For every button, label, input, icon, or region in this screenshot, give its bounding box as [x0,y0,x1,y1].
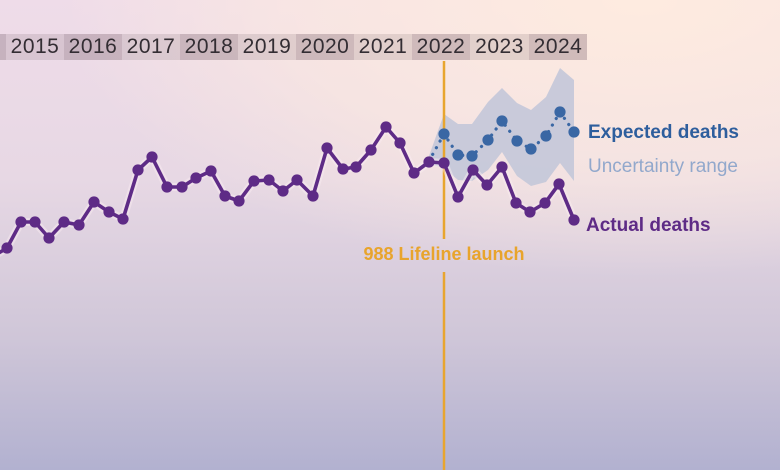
expected-deaths-point [525,143,537,155]
expected-deaths-point [568,126,580,138]
year-band-2015: 2015 [6,34,64,60]
actual-deaths-point [307,190,319,202]
expected-deaths-point [554,106,566,118]
actual-deaths-point [263,174,275,186]
actual-deaths-point [73,219,85,231]
expected-deaths-point [438,128,450,140]
actual-deaths-point [161,181,173,193]
year-band-2018: 2018 [180,34,238,60]
actual-deaths-point [190,172,202,184]
expected-deaths-point [482,134,494,146]
actual-deaths-point [394,137,406,149]
actual-deaths-point [291,174,303,186]
expected-deaths-point [540,130,552,142]
actual-deaths-point [88,196,100,208]
year-band-2024: 2024 [529,34,587,60]
actual-deaths-point [452,191,464,203]
actual-deaths-point [408,167,420,179]
year-band-2020: 2020 [296,34,354,60]
expected-deaths-point [466,150,478,162]
year-band-2021: 2021 [354,34,412,60]
actual-deaths-point [553,178,565,190]
actual-deaths-point [337,163,349,175]
legend-actual-deaths: Actual deaths [586,215,711,236]
actual-deaths-point [365,144,377,156]
actual-deaths-point [43,232,55,244]
actual-deaths-point [380,121,392,133]
actual-deaths-point [1,242,13,254]
year-band-2022: 2022 [412,34,470,60]
year-band-2019: 2019 [238,34,296,60]
expected-deaths-point [496,115,508,127]
actual-deaths-point [205,165,217,177]
actual-deaths-point [467,164,479,176]
actual-deaths-point [350,161,362,173]
actual-deaths-point [510,197,522,209]
actual-deaths-point [423,156,435,168]
actual-deaths-point [132,164,144,176]
expected-deaths-point [511,135,523,147]
actual-deaths-point [176,181,188,193]
actual-deaths-point [568,214,580,226]
actual-deaths-point [524,206,536,218]
actual-deaths-point [248,175,260,187]
actual-deaths-point [233,195,245,207]
year-band-2017: 2017 [122,34,180,60]
actual-deaths-point [117,213,129,225]
expected-deaths-point [452,149,464,161]
actual-deaths-point [539,197,551,209]
uncertainty-band [429,68,574,186]
year-band-2016: 2016 [64,34,122,60]
actual-deaths-point [146,151,158,163]
actual-deaths-point [103,206,115,218]
year-band-edge [0,34,6,60]
actual-deaths-point [438,157,450,169]
year-axis: 2015 2016 2017 2018 2019 2020 2021 2022 2023 2024 [0,34,780,60]
actual-deaths-point [219,190,231,202]
legend-uncertainty-range: Uncertainty range [588,156,738,177]
actual-deaths-point [321,142,333,154]
legend-expected-deaths: Expected deaths [588,122,739,143]
actual-deaths-point [58,216,70,228]
actual-deaths-point [277,185,289,197]
actual-deaths-point [29,216,41,228]
actual-deaths-point [481,179,493,191]
annotation-988-launch: 988 Lifeline launch [363,244,525,264]
actual-deaths-point [496,161,508,173]
actual-deaths-point [15,216,27,228]
year-band-2023: 2023 [470,34,529,60]
